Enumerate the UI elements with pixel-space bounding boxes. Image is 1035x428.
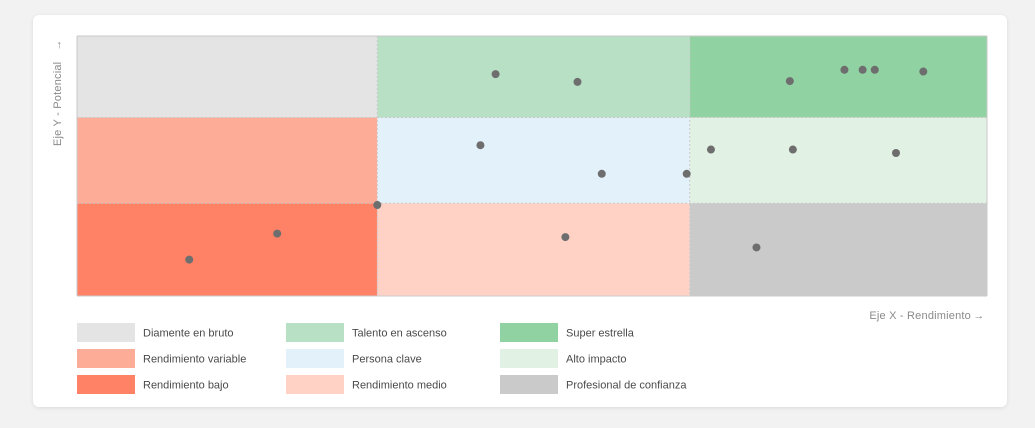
legend-swatch xyxy=(286,323,344,342)
data-point[interactable] xyxy=(870,65,879,74)
data-point[interactable] xyxy=(476,141,485,150)
legend-item-persona-clave: Persona clave xyxy=(286,349,422,368)
y-axis-label: Eje Y - Potencial xyxy=(52,62,64,146)
cell-rendimiento-bajo xyxy=(77,203,378,296)
legend-swatch xyxy=(286,375,344,394)
legend-item-super-estrella: Super estrella xyxy=(500,323,635,342)
data-point[interactable] xyxy=(788,145,797,154)
legend-item-profesional-de-confianza: Profesional de confianza xyxy=(500,375,687,394)
data-point[interactable] xyxy=(892,149,900,157)
legend-item-rendimiento-variable: Rendimiento variable xyxy=(77,349,246,368)
data-point[interactable] xyxy=(706,145,715,154)
legend-label: Rendimiento medio xyxy=(352,380,447,392)
legend-swatch xyxy=(286,349,344,368)
data-point[interactable] xyxy=(752,243,761,252)
legend-label: Diamente en bruto xyxy=(143,328,234,340)
legend-swatch xyxy=(500,323,558,342)
legend-item-diamente-en-bruto: Diamente en bruto xyxy=(77,323,234,342)
legend-label: Alto impacto xyxy=(566,354,627,366)
cell-profesional-de-confianza xyxy=(689,203,987,296)
x-axis-arrow-icon: → xyxy=(973,310,984,322)
legend-swatch xyxy=(77,323,135,342)
data-point[interactable] xyxy=(785,77,794,86)
legend-swatch xyxy=(500,349,558,368)
legend-label: Profesional de confianza xyxy=(566,380,687,392)
cell-alto-impacto xyxy=(689,117,987,204)
x-axis-label: Eje X - Rendimiento xyxy=(869,310,971,322)
data-point[interactable] xyxy=(597,169,606,178)
data-point[interactable] xyxy=(573,77,582,86)
y-axis-arrow-icon: → xyxy=(52,39,64,50)
legend-label: Talento en ascenso xyxy=(352,328,447,340)
data-point[interactable] xyxy=(682,169,691,178)
cell-talento-en-ascenso xyxy=(377,36,690,118)
cell-persona-clave xyxy=(377,117,690,204)
legend-swatch xyxy=(500,375,558,394)
grid-cells xyxy=(77,36,987,296)
data-point[interactable] xyxy=(373,201,382,209)
cell-super-estrella xyxy=(689,36,987,118)
cell-rendimiento-variable xyxy=(77,117,378,204)
legend-label: Rendimiento bajo xyxy=(143,380,229,392)
legend-swatch xyxy=(77,349,135,368)
legend: Diamente en bruto Rendimiento variable Ren… xyxy=(77,323,687,394)
cell-rendimiento-medio xyxy=(377,203,690,296)
data-point[interactable] xyxy=(561,233,570,242)
data-point[interactable] xyxy=(185,255,194,264)
legend-label: Rendimiento variable xyxy=(143,354,246,366)
grid-lines xyxy=(76,35,988,297)
data-points xyxy=(185,65,928,264)
legend-label: Super estrella xyxy=(566,328,635,340)
nine-box-chart: Eje Y - Potencial → Eje X - Rendimiento … xyxy=(52,35,988,394)
legend-item-alto-impacto: Alto impacto xyxy=(500,349,627,368)
legend-label: Persona clave xyxy=(352,354,422,366)
legend-swatch xyxy=(77,375,135,394)
cell-diamente-en-bruto xyxy=(77,36,378,118)
chart-card: Eje Y - Potencial → Eje X - Rendimiento … xyxy=(33,15,1007,407)
data-point[interactable] xyxy=(491,70,500,79)
legend-item-rendimiento-medio: Rendimiento medio xyxy=(286,375,447,394)
data-point[interactable] xyxy=(919,67,928,76)
data-point[interactable] xyxy=(840,65,849,74)
legend-item-talento-en-ascenso: Talento en ascenso xyxy=(286,323,447,342)
data-point[interactable] xyxy=(273,229,282,238)
legend-item-rendimiento-bajo: Rendimiento bajo xyxy=(77,375,229,394)
data-point[interactable] xyxy=(858,65,867,74)
